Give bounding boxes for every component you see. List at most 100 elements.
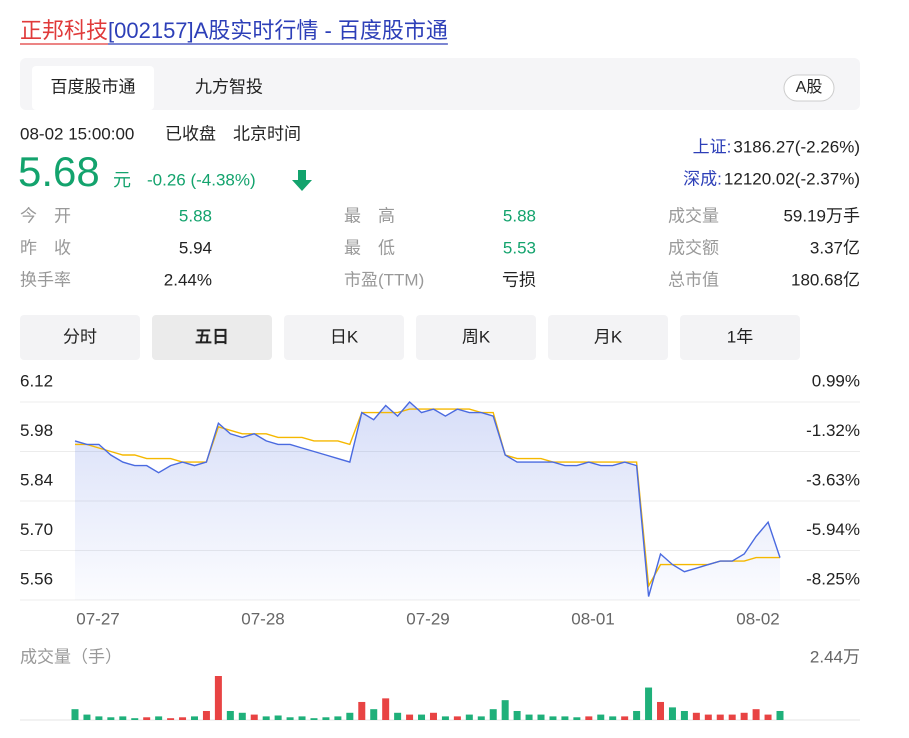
period-label[interactable]: 月K: [594, 327, 623, 346]
period-button[interactable]: [680, 315, 800, 360]
price-change: -0.26 (-4.38%): [147, 170, 256, 189]
volume-bar: [704, 714, 712, 720]
volume-bar: [250, 714, 258, 720]
stat-value: 59.19万手: [783, 206, 860, 225]
stat-value: 5.88: [179, 206, 212, 225]
volume-bar: [190, 716, 198, 720]
volume-bar: [167, 718, 175, 720]
x-tick-label: 07-27: [76, 609, 119, 628]
tab-selected-bg: [32, 66, 154, 110]
volume-tick-label: 2.44万: [810, 647, 860, 666]
volume-bar: [537, 714, 545, 720]
period-label[interactable]: 分时: [63, 327, 97, 346]
volume-bar: [597, 714, 605, 720]
title-stock[interactable]: 正邦科技: [20, 18, 108, 43]
stat-label: 总市值: [668, 270, 719, 289]
volume-bar: [764, 714, 772, 720]
title-rest[interactable]: [002157]A股实时行情 - 百度股市通: [108, 18, 448, 43]
stat-label: 最 高: [344, 206, 395, 225]
volume-bar: [489, 709, 497, 720]
volume-bar: [322, 717, 330, 720]
y-tick-label: 6.12: [20, 371, 53, 390]
volume-bar: [513, 710, 521, 720]
period-button[interactable]: [416, 315, 536, 360]
state: 已收盘: [165, 124, 216, 143]
period-label[interactable]: 五日: [195, 327, 229, 346]
y-tick-label: 5.56: [20, 569, 53, 588]
period-label[interactable]: 周K: [462, 327, 491, 346]
period-label[interactable]: 1年: [727, 327, 753, 346]
volume-bar: [465, 714, 473, 720]
volume-bar: [752, 709, 760, 720]
volume-bar: [501, 700, 509, 720]
volume-bar: [286, 717, 294, 720]
tab-bar: [20, 58, 860, 110]
volume-bar: [525, 714, 533, 720]
volume-bar: [214, 676, 222, 720]
volume-bar: [346, 712, 354, 720]
period-button[interactable]: [20, 315, 140, 360]
index-name[interactable]: 深成:: [683, 169, 722, 188]
period-label[interactable]: 日K: [330, 327, 359, 346]
index-value: 3186.27(-2.26%): [733, 137, 860, 156]
stat-label: 昨 收: [20, 238, 71, 257]
x-tick-label: 08-01: [571, 609, 614, 628]
stat-label: 最 低: [344, 238, 395, 257]
volume-bar: [477, 716, 485, 720]
volume-bar: [585, 716, 593, 720]
badge-bg: [783, 74, 835, 102]
price-line: [74, 401, 781, 597]
y-tick-label: 5.70: [20, 520, 53, 539]
volume-title: 成交量（手）: [20, 647, 122, 666]
volume-bar: [226, 710, 234, 720]
volume-bar: [621, 716, 629, 720]
volume-bar: [370, 709, 378, 720]
stat-value: 5.94: [179, 238, 212, 257]
volume-bar: [310, 718, 318, 720]
volume-bar: [143, 717, 151, 720]
volume-bar: [394, 712, 402, 720]
volume-bar: [71, 709, 79, 720]
average-line: [75, 408, 780, 589]
stat-value: 3.37亿: [810, 238, 860, 257]
volume-bar: [358, 701, 366, 720]
volume-bar: [429, 712, 437, 720]
stat-label: 成交量: [668, 206, 719, 225]
zone: 北京时间: [233, 124, 301, 143]
stat-value: 亏损: [502, 270, 536, 289]
volume-bar: [107, 717, 115, 720]
period-button[interactable]: [284, 315, 404, 360]
price-unit: 元: [113, 170, 131, 190]
volume-bar: [202, 710, 210, 720]
y2-tick-label: 0.99%: [812, 371, 860, 390]
y-tick-label: 5.84: [20, 470, 53, 489]
stat-value: 5.88: [503, 206, 536, 225]
volume-bar: [179, 717, 187, 720]
stat-value: 5.53: [503, 238, 536, 257]
volume-bar: [262, 716, 270, 720]
y2-tick-label: -1.32%: [806, 421, 860, 440]
volume-bar: [382, 698, 390, 720]
x-tick-label: 08-02: [736, 609, 779, 628]
volume-bar: [716, 714, 724, 720]
index-name[interactable]: 上证:: [693, 137, 732, 156]
stat-label: 市盈(TTM): [344, 270, 424, 289]
volume-bar: [633, 710, 641, 720]
y2-tick-label: -3.63%: [806, 470, 860, 489]
volume-bar: [119, 716, 127, 720]
badge[interactable]: A股: [796, 78, 823, 96]
volume-bar: [573, 717, 581, 720]
volume-bar: [406, 714, 414, 720]
index-value: 12120.02(-2.37%): [724, 169, 860, 188]
volume-bar: [334, 716, 342, 720]
tab[interactable]: 百度股市通: [51, 77, 136, 96]
period-button[interactable]: [152, 315, 272, 360]
volume-bar: [692, 712, 700, 720]
volume-bar: [441, 716, 449, 720]
x-tick-label: 07-28: [241, 609, 284, 628]
volume-bar: [645, 687, 653, 720]
period-button[interactable]: [548, 315, 668, 360]
tab[interactable]: 九方智投: [195, 77, 263, 96]
volume-bar: [776, 710, 784, 720]
